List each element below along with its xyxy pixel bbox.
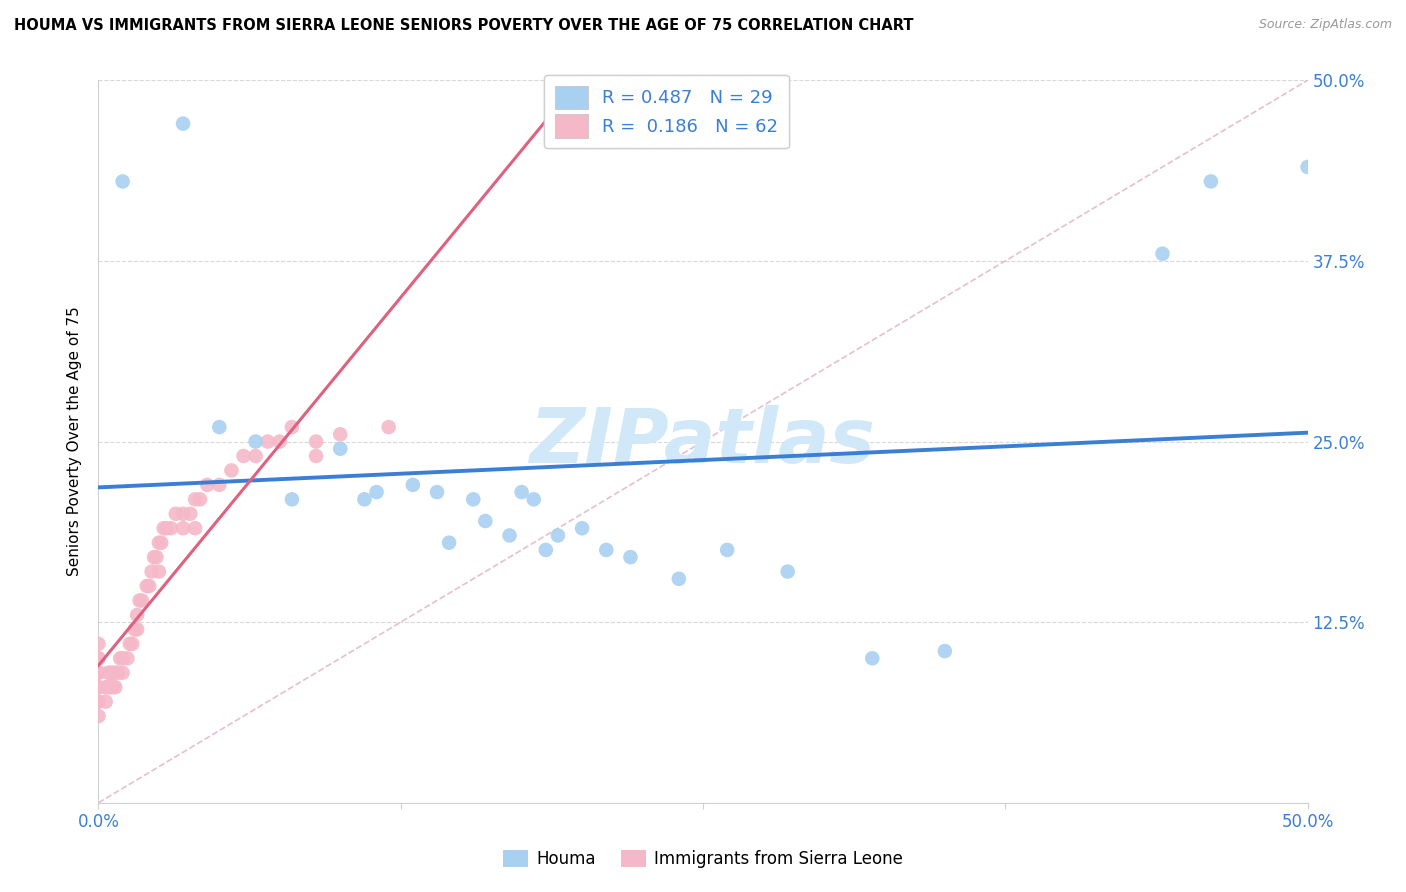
Point: [184, 521, 207, 535]
Text: Source: ZipAtlas.com: Source: ZipAtlas.com: [1258, 18, 1392, 31]
Point: [305, 449, 328, 463]
Point: [619, 550, 641, 565]
Point: [366, 485, 388, 500]
Point: [128, 593, 150, 607]
Point: [87, 665, 110, 680]
Point: [1199, 174, 1222, 188]
Point: [934, 644, 956, 658]
Text: ZIPatlas: ZIPatlas: [530, 405, 876, 478]
Point: [172, 117, 194, 131]
Point: [101, 680, 124, 694]
Point: [208, 478, 231, 492]
Point: [281, 420, 304, 434]
Point: [150, 535, 173, 549]
Point: [138, 579, 160, 593]
Point: [160, 521, 183, 535]
Point: [145, 550, 167, 565]
Point: [127, 623, 149, 637]
Point: [148, 565, 170, 579]
Point: [94, 695, 117, 709]
Point: [104, 665, 127, 680]
Point: [152, 521, 174, 535]
Point: [595, 542, 617, 557]
Point: [87, 680, 110, 694]
Point: [716, 542, 738, 557]
Point: [329, 427, 352, 442]
Point: [94, 680, 117, 694]
Point: [135, 579, 157, 593]
Point: [104, 680, 127, 694]
Point: [108, 651, 131, 665]
Point: [107, 665, 129, 680]
Point: [668, 572, 690, 586]
Point: [437, 535, 460, 549]
Point: [143, 550, 166, 565]
Point: [127, 607, 149, 622]
Point: [118, 637, 141, 651]
Point: [87, 680, 110, 694]
Point: [208, 420, 231, 434]
Point: [87, 695, 110, 709]
Point: [87, 651, 110, 665]
Point: [100, 680, 122, 694]
Point: [245, 449, 267, 463]
Point: [221, 463, 243, 477]
Point: [860, 651, 883, 665]
Point: [377, 420, 399, 434]
Point: [87, 651, 110, 665]
Point: [172, 521, 194, 535]
Legend: Houma, Immigrants from Sierra Leone: Houma, Immigrants from Sierra Leone: [496, 843, 910, 875]
Point: [534, 542, 557, 557]
Point: [141, 565, 163, 579]
Point: [87, 665, 110, 680]
Point: [111, 174, 134, 188]
Point: [245, 434, 267, 449]
Point: [165, 507, 187, 521]
Point: [463, 492, 485, 507]
Point: [426, 485, 449, 500]
Point: [87, 709, 110, 723]
Point: [97, 665, 120, 680]
Point: [195, 478, 218, 492]
Point: [172, 507, 194, 521]
Point: [111, 651, 134, 665]
Point: [571, 521, 593, 535]
Point: [131, 593, 153, 607]
Point: [1296, 160, 1319, 174]
Point: [510, 485, 533, 500]
Point: [776, 565, 799, 579]
Point: [100, 665, 122, 680]
Point: [1152, 246, 1174, 260]
Point: [188, 492, 211, 507]
Text: HOUMA VS IMMIGRANTS FROM SIERRA LEONE SENIORS POVERTY OVER THE AGE OF 75 CORRELA: HOUMA VS IMMIGRANTS FROM SIERRA LEONE SE…: [14, 18, 914, 33]
Point: [547, 528, 569, 542]
Point: [117, 651, 139, 665]
Y-axis label: Seniors Poverty Over the Age of 75: Seniors Poverty Over the Age of 75: [67, 307, 83, 576]
Point: [402, 478, 425, 492]
Point: [124, 623, 146, 637]
Point: [97, 680, 120, 694]
Point: [305, 434, 328, 449]
Point: [498, 528, 520, 542]
Point: [353, 492, 375, 507]
Point: [269, 434, 291, 449]
Point: [121, 637, 143, 651]
Point: [474, 514, 496, 528]
Legend: R = 0.487   N = 29, R =  0.186   N = 62: R = 0.487 N = 29, R = 0.186 N = 62: [544, 75, 789, 148]
Point: [281, 492, 304, 507]
Point: [179, 507, 201, 521]
Point: [155, 521, 177, 535]
Point: [329, 442, 352, 456]
Point: [184, 492, 207, 507]
Point: [232, 449, 254, 463]
Point: [256, 434, 278, 449]
Point: [111, 665, 134, 680]
Point: [148, 535, 170, 549]
Point: [523, 492, 546, 507]
Point: [101, 665, 124, 680]
Point: [87, 637, 110, 651]
Point: [87, 695, 110, 709]
